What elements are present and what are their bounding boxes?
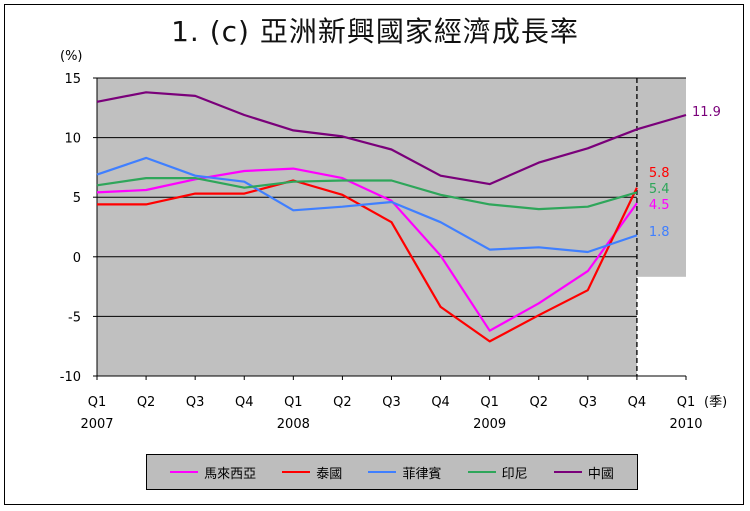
legend-swatch bbox=[368, 471, 397, 473]
x-tick-label: Q1 bbox=[88, 395, 107, 410]
x-tick-label: Q1 bbox=[677, 395, 696, 410]
legend-label: 馬來西亞 bbox=[204, 466, 257, 482]
series-line bbox=[96, 91, 687, 186]
plot-area-extension bbox=[636, 78, 686, 277]
year-label: 2010 bbox=[669, 417, 702, 432]
legend-item: 馬來西亞 bbox=[170, 463, 256, 482]
chart-legend: 馬來西亞 泰國 菲律賓 印尼 中國 bbox=[146, 454, 638, 490]
y-tick-label: 0 bbox=[73, 251, 81, 266]
year-label: 2008 bbox=[277, 417, 310, 432]
y-tick-label: 5 bbox=[73, 191, 81, 206]
series-end-label: 11.9 bbox=[692, 105, 721, 120]
legend-swatch bbox=[553, 471, 582, 473]
chart-frame bbox=[4, 4, 744, 505]
x-tick-label: Q4 bbox=[235, 395, 254, 410]
series-line bbox=[96, 177, 638, 211]
legend-swatch bbox=[170, 471, 199, 473]
x-tick-label: Q2 bbox=[529, 395, 548, 410]
legend-item: 泰國 bbox=[282, 463, 342, 482]
legend-label: 泰國 bbox=[316, 466, 343, 482]
legend-item: 菲律賓 bbox=[368, 463, 441, 482]
series-end-label: 5.4 bbox=[649, 182, 670, 197]
year-label: 2007 bbox=[80, 417, 113, 432]
legend-item: 印尼 bbox=[467, 463, 528, 482]
legend-item: 中國 bbox=[553, 463, 614, 482]
y-tick-label: -5 bbox=[68, 310, 81, 325]
series-line bbox=[96, 167, 638, 332]
legend-label: 中國 bbox=[587, 466, 614, 482]
y-tick-label: -10 bbox=[60, 370, 81, 385]
x-tick-label: Q3 bbox=[382, 395, 401, 410]
x-tick-label: Q4 bbox=[628, 395, 647, 410]
legend-swatch bbox=[282, 471, 311, 473]
y-tick-label: 15 bbox=[64, 72, 81, 87]
series-end-label: 1.8 bbox=[649, 225, 670, 240]
legend-label: 菲律賓 bbox=[402, 466, 442, 482]
x-tick-label: Q2 bbox=[333, 395, 352, 410]
legend-label: 印尼 bbox=[501, 466, 528, 482]
series-end-label: 4.5 bbox=[649, 198, 670, 213]
series-end-label: 5.8 bbox=[649, 166, 670, 181]
x-axis-unit: (季) bbox=[704, 395, 727, 410]
chart-title: 1. (c) 亞洲新興國家經濟成長率 bbox=[171, 15, 579, 48]
x-tick-label: Q3 bbox=[186, 395, 205, 410]
plot-area bbox=[97, 78, 637, 376]
y-tick-label: 10 bbox=[64, 132, 81, 147]
y-axis-unit: (%) bbox=[60, 49, 83, 64]
x-tick-label: Q2 bbox=[137, 395, 156, 410]
x-tick-label: Q3 bbox=[579, 395, 598, 410]
x-tick-label: Q1 bbox=[284, 395, 303, 410]
series-line bbox=[97, 179, 638, 343]
legend-swatch bbox=[467, 471, 496, 473]
x-tick-label: Q1 bbox=[480, 395, 499, 410]
year-label: 2009 bbox=[473, 417, 506, 432]
x-tick-label: Q4 bbox=[431, 395, 450, 410]
series-line bbox=[96, 156, 638, 254]
